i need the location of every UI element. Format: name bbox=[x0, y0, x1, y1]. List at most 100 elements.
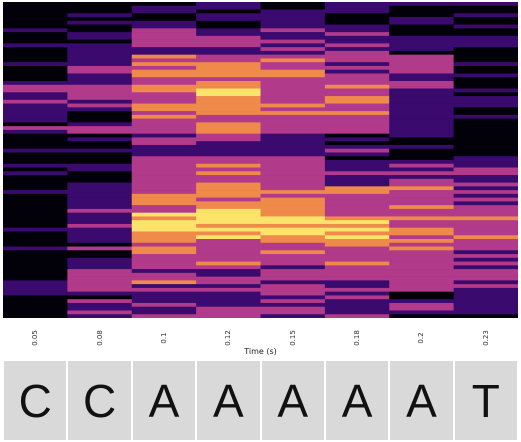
heatmap-cell bbox=[324, 231, 390, 236]
heatmap-cell bbox=[389, 295, 455, 300]
heatmap-cell bbox=[324, 265, 390, 270]
heatmap-cell bbox=[67, 299, 133, 304]
heatmap-cell bbox=[196, 5, 262, 10]
heatmap-cell bbox=[260, 197, 326, 202]
heatmap-cell bbox=[131, 111, 197, 116]
heatmap-cell bbox=[131, 265, 197, 270]
heatmap-cell bbox=[260, 287, 326, 292]
heatmap-cell bbox=[131, 2, 197, 7]
heatmap-cell bbox=[196, 133, 262, 138]
heatmap-cell bbox=[260, 257, 326, 262]
heatmap-cell bbox=[389, 2, 455, 7]
heatmap-cell bbox=[260, 118, 326, 123]
heatmap-cell bbox=[3, 17, 68, 22]
heatmap-cell bbox=[131, 133, 197, 138]
heatmap-cell bbox=[453, 265, 518, 270]
heatmap-cell bbox=[324, 276, 390, 281]
heatmap-cell bbox=[389, 227, 455, 232]
heatmap-cell bbox=[453, 77, 518, 82]
heatmap-cell bbox=[389, 148, 455, 153]
heatmap-cell bbox=[260, 88, 326, 93]
heatmap-cell bbox=[196, 141, 262, 146]
heatmap-cell bbox=[260, 99, 326, 104]
base-letter: A bbox=[325, 361, 389, 440]
heatmap-cell bbox=[453, 39, 518, 44]
heatmap-cell bbox=[67, 43, 133, 48]
heatmap-cell bbox=[67, 81, 133, 86]
heatmap-cell bbox=[131, 208, 197, 213]
heatmap-cell bbox=[67, 92, 133, 97]
heatmap-cell bbox=[324, 50, 390, 55]
heatmap-cell bbox=[3, 171, 68, 176]
heatmap-cell bbox=[196, 88, 262, 93]
heatmap-cell bbox=[67, 171, 133, 176]
heatmap-cell bbox=[67, 50, 133, 55]
heatmap-cell bbox=[260, 193, 326, 198]
heatmap-cell bbox=[131, 197, 197, 202]
heatmap-cell bbox=[260, 280, 326, 285]
heatmap-cell bbox=[389, 43, 455, 48]
heatmap-cell bbox=[3, 13, 68, 18]
heatmap-cell bbox=[67, 239, 133, 244]
heatmap-cell bbox=[324, 261, 390, 266]
heatmap-cell bbox=[389, 272, 455, 277]
heatmap-cell bbox=[3, 265, 68, 270]
heatmap-cell bbox=[260, 133, 326, 138]
heatmap-cell bbox=[324, 126, 390, 131]
heatmap-cell bbox=[67, 302, 133, 308]
heatmap-cell bbox=[3, 239, 68, 244]
heatmap-cell bbox=[3, 197, 68, 202]
heatmap-cell bbox=[67, 62, 133, 67]
heatmap-cell bbox=[196, 216, 262, 221]
heatmap-cell bbox=[67, 47, 133, 52]
heatmap-cell bbox=[67, 88, 133, 93]
heatmap-cell bbox=[131, 257, 197, 262]
heatmap-cell bbox=[389, 265, 455, 270]
x-tick-label: 0.18 bbox=[353, 330, 362, 346]
heatmap-cell bbox=[389, 208, 455, 213]
heatmap-cell bbox=[324, 227, 390, 232]
heatmap-cell bbox=[260, 152, 326, 157]
heatmap-cell bbox=[324, 39, 390, 44]
heatmap-cell bbox=[389, 235, 455, 240]
heatmap-cell bbox=[131, 269, 197, 274]
heatmap-cell bbox=[260, 227, 326, 232]
heatmap-cell bbox=[196, 118, 262, 123]
heatmap-cell bbox=[67, 261, 133, 266]
heatmap-cell bbox=[260, 160, 326, 165]
heatmap-cell bbox=[389, 58, 455, 63]
heatmap-cell bbox=[196, 175, 262, 180]
heatmap-cell bbox=[260, 69, 326, 74]
heatmap-cell bbox=[3, 208, 68, 213]
heatmap-cell bbox=[389, 28, 455, 33]
heatmap-cell bbox=[67, 65, 133, 71]
heatmap-cell bbox=[389, 156, 455, 161]
heatmap-cell bbox=[453, 92, 518, 97]
heatmap-cell bbox=[324, 99, 390, 104]
heatmap-cell bbox=[324, 32, 390, 37]
heatmap-cell bbox=[3, 291, 68, 296]
heatmap-cell bbox=[453, 32, 518, 37]
heatmap-cell bbox=[389, 231, 455, 236]
heatmap-cell bbox=[3, 231, 68, 236]
heatmap-cell bbox=[324, 257, 390, 262]
heatmap-cell bbox=[453, 272, 518, 277]
heatmap-cell bbox=[389, 69, 455, 74]
heatmap-cell bbox=[131, 144, 197, 150]
heatmap-cell bbox=[3, 276, 68, 281]
heatmap-cell bbox=[389, 62, 455, 67]
heatmap-cell bbox=[453, 250, 518, 255]
heatmap-cell bbox=[196, 190, 262, 195]
heatmap-cell bbox=[260, 54, 326, 59]
heatmap-cell bbox=[260, 302, 326, 308]
heatmap-cell bbox=[67, 5, 133, 10]
heatmap-cell bbox=[131, 118, 197, 123]
heatmap-cell bbox=[389, 261, 455, 266]
heatmap-cell bbox=[3, 175, 68, 180]
heatmap-cell bbox=[131, 9, 197, 14]
heatmap-cell bbox=[196, 122, 262, 127]
heatmap-cell bbox=[67, 314, 133, 318]
heatmap-cell bbox=[260, 250, 326, 255]
heatmap-cell bbox=[67, 122, 133, 127]
heatmap-cell bbox=[196, 20, 262, 25]
